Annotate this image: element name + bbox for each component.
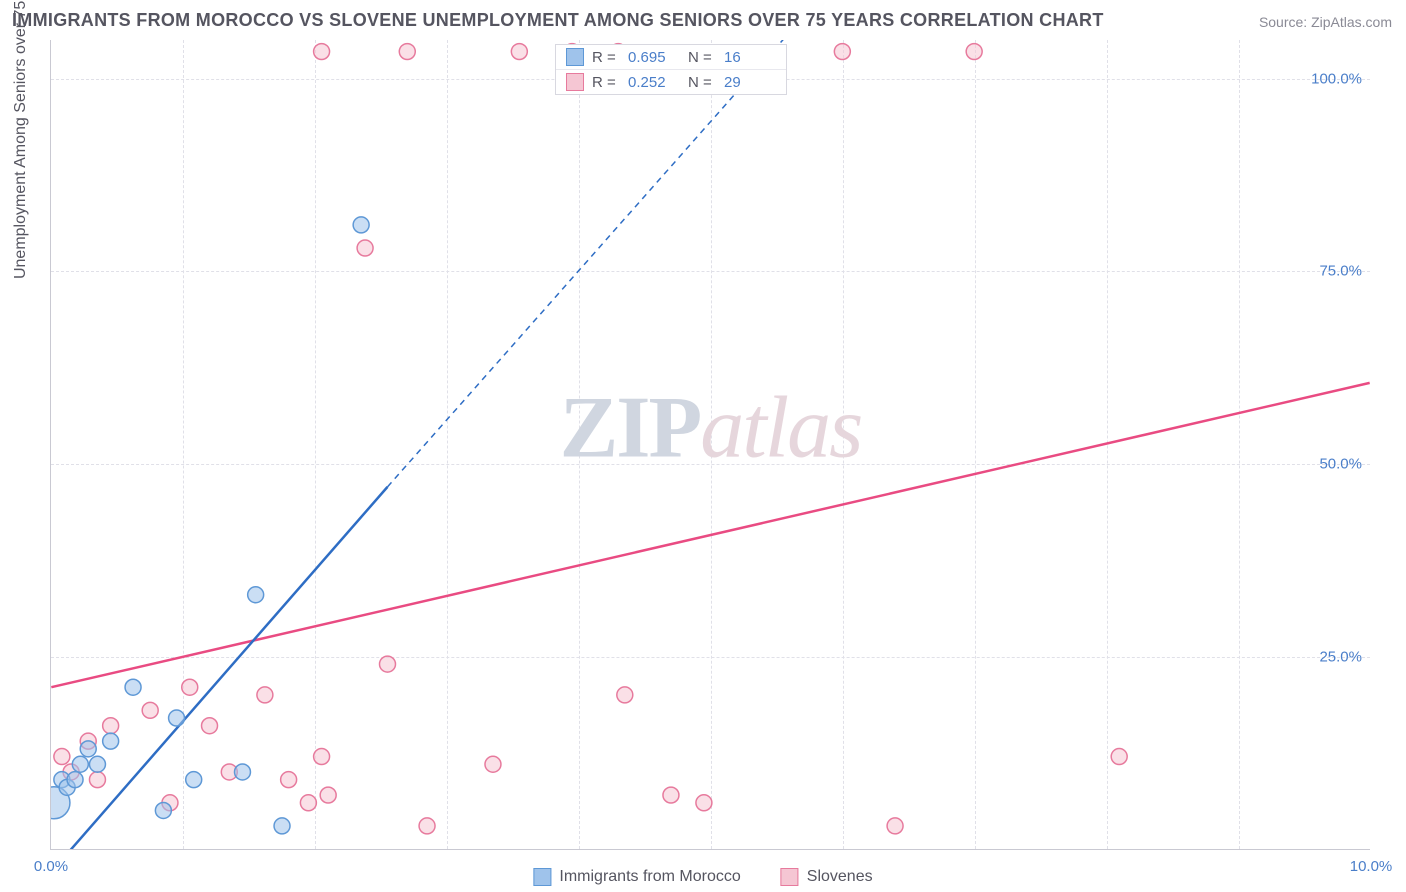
source-attribution: Source: ZipAtlas.com [1259,14,1392,30]
y-axis-label: Unemployment Among Seniors over 75 years [12,0,30,279]
swatch-morocco [566,48,584,66]
chart-title: IMMIGRANTS FROM MOROCCO VS SLOVENE UNEMP… [12,10,1104,31]
legend-label-slovenes: Slovenes [807,868,873,886]
x-tick-label: 10.0% [1350,858,1393,875]
chart-svg [51,40,1370,849]
r-label: R = [592,74,620,91]
n-value-morocco: 16 [724,49,776,66]
series-legend: Immigrants from Morocco Slovenes [523,868,882,886]
legend-row-slovenes: R = 0.252 N = 29 [556,70,786,94]
legend-item-slovenes: Slovenes [781,868,873,886]
n-label: N = [688,74,716,91]
n-value-slovenes: 29 [724,74,776,91]
r-label: R = [592,49,620,66]
legend-label-morocco: Immigrants from Morocco [559,868,740,886]
r-value-morocco: 0.695 [628,49,680,66]
swatch-morocco [533,868,551,886]
legend-item-morocco: Immigrants from Morocco [533,868,740,886]
r-value-slovenes: 0.252 [628,74,680,91]
legend-row-morocco: R = 0.695 N = 16 [556,45,786,70]
n-label: N = [688,49,716,66]
swatch-slovenes [566,73,584,91]
correlation-legend: R = 0.695 N = 16 R = 0.252 N = 29 [555,44,787,95]
plot-area: 25.0%50.0%75.0%100.0%0.0%10.0% ZIPatlas [50,40,1370,850]
swatch-slovenes [781,868,799,886]
x-tick-label: 0.0% [34,858,68,875]
